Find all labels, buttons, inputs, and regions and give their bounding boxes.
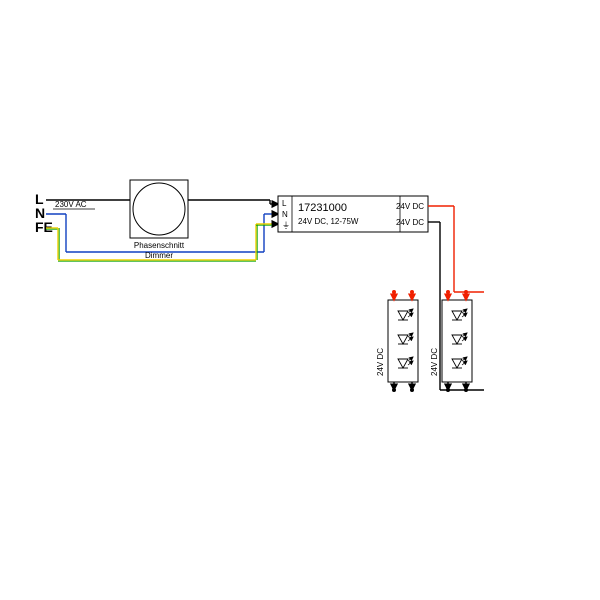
dimmer-label-1: Phasenschnitt [134, 241, 185, 250]
psu-in-L: L [282, 199, 287, 208]
dimmer-box [130, 180, 188, 238]
led-strip-label: 24V DC [430, 348, 439, 376]
psu-in-N: N [282, 210, 288, 219]
psu-out-label-1: 24V DC [396, 202, 424, 211]
dimmer-label-2: Dimmer [145, 251, 173, 260]
led-strip [442, 300, 472, 382]
psu-out-label-2: 24V DC [396, 218, 424, 227]
mains-voltage-label: 230V AC [55, 200, 87, 209]
psu-in-earth: ⏚ [282, 221, 290, 230]
led-strip-label: 24V DC [376, 348, 385, 376]
psu-rating: 24V DC, 12-75W [298, 217, 359, 226]
psu-partnum: 17231000 [298, 202, 347, 214]
led-strip [388, 300, 418, 382]
terminal-FE-label: FE [35, 219, 53, 235]
